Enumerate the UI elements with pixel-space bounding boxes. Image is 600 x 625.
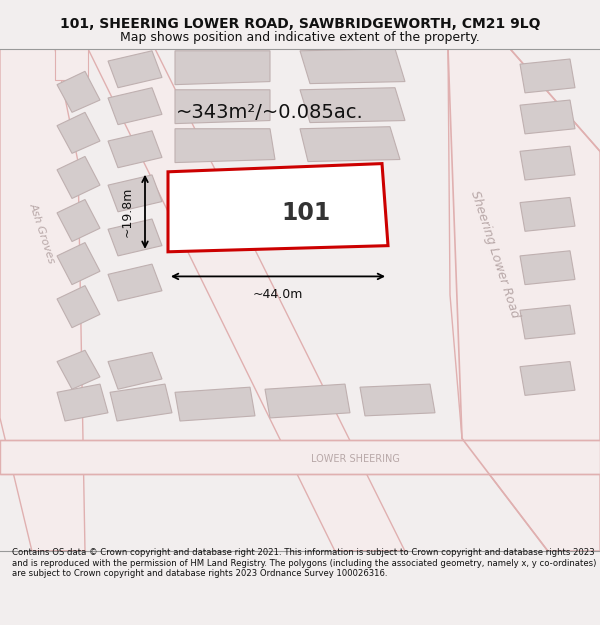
- Polygon shape: [0, 441, 600, 474]
- Text: 101, SHEERING LOWER ROAD, SAWBRIDGEWORTH, CM21 9LQ: 101, SHEERING LOWER ROAD, SAWBRIDGEWORTH…: [60, 18, 540, 31]
- Polygon shape: [520, 198, 575, 231]
- Polygon shape: [57, 242, 100, 284]
- Polygon shape: [520, 100, 575, 134]
- Polygon shape: [520, 59, 575, 93]
- Polygon shape: [300, 127, 400, 161]
- Polygon shape: [300, 49, 405, 84]
- Polygon shape: [520, 361, 575, 396]
- Polygon shape: [168, 164, 388, 252]
- Polygon shape: [108, 219, 162, 256]
- Polygon shape: [300, 88, 405, 122]
- Text: ~44.0m: ~44.0m: [253, 288, 303, 301]
- Polygon shape: [108, 352, 162, 389]
- Polygon shape: [55, 49, 88, 79]
- Polygon shape: [108, 88, 162, 124]
- Polygon shape: [57, 350, 100, 389]
- Text: Contains OS data © Crown copyright and database right 2021. This information is : Contains OS data © Crown copyright and d…: [12, 548, 596, 578]
- Polygon shape: [520, 251, 575, 284]
- Polygon shape: [175, 51, 270, 84]
- Polygon shape: [57, 112, 100, 153]
- Polygon shape: [175, 90, 270, 124]
- Polygon shape: [57, 71, 100, 112]
- Text: LOWER SHEERING: LOWER SHEERING: [311, 454, 400, 464]
- Polygon shape: [108, 264, 162, 301]
- Text: Map shows position and indicative extent of the property.: Map shows position and indicative extent…: [120, 31, 480, 44]
- Polygon shape: [108, 175, 162, 212]
- Text: 101: 101: [282, 201, 331, 226]
- Polygon shape: [57, 199, 100, 241]
- Text: ~343m²/~0.085ac.: ~343m²/~0.085ac.: [176, 103, 364, 122]
- Polygon shape: [110, 384, 172, 421]
- Polygon shape: [175, 129, 275, 162]
- Polygon shape: [175, 387, 255, 421]
- Polygon shape: [108, 131, 162, 168]
- Polygon shape: [57, 286, 100, 328]
- Text: Sheering Lower Road: Sheering Lower Road: [468, 189, 522, 319]
- Polygon shape: [265, 384, 350, 418]
- Polygon shape: [520, 305, 575, 339]
- Polygon shape: [108, 51, 162, 88]
- Polygon shape: [520, 146, 575, 180]
- Text: Ash Groves: Ash Groves: [28, 202, 56, 265]
- Polygon shape: [88, 49, 405, 551]
- Polygon shape: [57, 156, 100, 199]
- Text: ~19.8m: ~19.8m: [121, 187, 133, 237]
- Polygon shape: [448, 49, 600, 551]
- Polygon shape: [57, 384, 108, 421]
- Polygon shape: [0, 49, 85, 551]
- Polygon shape: [360, 384, 435, 416]
